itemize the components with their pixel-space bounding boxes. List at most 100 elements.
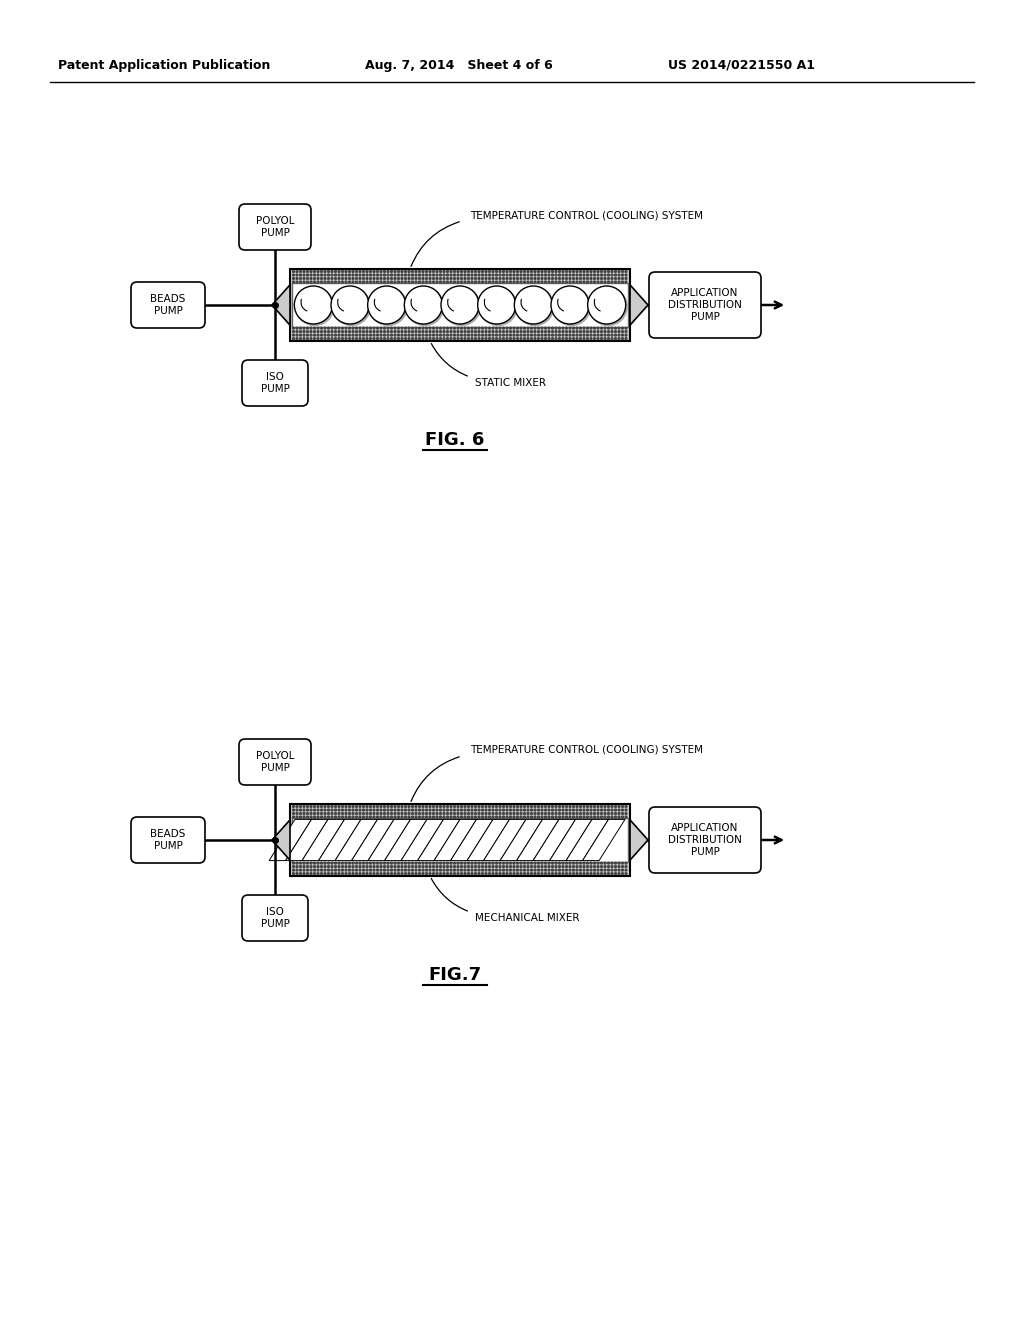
Circle shape [328,813,330,814]
Circle shape [527,271,529,272]
Circle shape [313,277,315,280]
Circle shape [548,275,550,276]
Circle shape [348,866,350,867]
Circle shape [506,277,508,280]
Circle shape [331,338,333,339]
Circle shape [488,862,490,865]
Text: STATIC MIXER: STATIC MIXER [475,378,546,388]
Circle shape [590,805,592,808]
Circle shape [310,866,312,867]
Circle shape [618,271,620,272]
Circle shape [601,816,602,818]
Circle shape [516,271,518,272]
Circle shape [387,869,389,871]
Circle shape [401,334,402,337]
Circle shape [601,862,602,865]
Circle shape [397,809,399,810]
Circle shape [419,862,421,865]
Circle shape [604,338,606,339]
Circle shape [432,334,434,337]
Circle shape [394,816,396,818]
Circle shape [345,869,347,871]
Circle shape [409,331,410,333]
Circle shape [409,327,410,329]
Circle shape [457,862,459,865]
Circle shape [478,809,480,810]
Circle shape [625,331,627,333]
Circle shape [387,873,389,874]
Text: APPLICATION
DISTRIBUTION
PUMP: APPLICATION DISTRIBUTION PUMP [668,288,742,322]
Circle shape [370,334,372,337]
Circle shape [538,334,540,337]
Circle shape [335,281,337,282]
Circle shape [577,334,578,337]
Circle shape [601,873,602,874]
Circle shape [401,809,402,810]
Circle shape [348,869,350,871]
Circle shape [454,327,456,329]
Circle shape [451,805,452,808]
Circle shape [565,873,567,874]
Circle shape [439,873,441,874]
Circle shape [530,331,532,333]
Circle shape [313,816,315,818]
Polygon shape [351,820,394,861]
Circle shape [614,805,616,808]
Circle shape [394,338,396,339]
Circle shape [471,327,473,329]
Circle shape [468,809,469,810]
Circle shape [457,275,459,276]
Circle shape [545,327,547,329]
Circle shape [331,866,333,867]
Circle shape [370,288,408,326]
Circle shape [296,869,298,871]
Circle shape [306,805,308,808]
Circle shape [520,869,522,871]
Circle shape [380,277,382,280]
Circle shape [587,334,589,337]
Circle shape [545,813,547,814]
Circle shape [342,334,343,337]
Circle shape [597,327,599,329]
Circle shape [527,813,529,814]
Circle shape [335,813,337,814]
Circle shape [530,327,532,329]
Circle shape [471,275,473,276]
Circle shape [373,327,375,329]
Circle shape [454,862,456,865]
Circle shape [622,271,624,272]
Circle shape [303,809,305,810]
Circle shape [590,813,592,814]
Circle shape [397,275,399,276]
Circle shape [454,277,456,280]
Circle shape [352,862,354,865]
Circle shape [367,275,368,276]
Circle shape [618,338,620,339]
Circle shape [394,271,396,272]
Circle shape [331,816,333,818]
Circle shape [359,869,360,871]
Circle shape [317,813,318,814]
Circle shape [587,277,589,280]
Circle shape [404,281,407,282]
Circle shape [429,869,431,871]
Circle shape [355,809,357,810]
Circle shape [317,816,318,818]
Circle shape [541,331,543,333]
Circle shape [590,338,592,339]
Circle shape [614,327,616,329]
Circle shape [317,809,318,810]
Circle shape [313,327,315,329]
Circle shape [303,862,305,865]
Circle shape [409,805,410,808]
Circle shape [520,805,522,808]
Circle shape [541,334,543,337]
Circle shape [338,331,340,333]
Circle shape [520,327,522,329]
Circle shape [516,862,518,865]
Circle shape [474,809,476,810]
Circle shape [439,862,441,865]
Circle shape [345,338,347,339]
Circle shape [604,869,606,871]
Circle shape [380,327,382,329]
